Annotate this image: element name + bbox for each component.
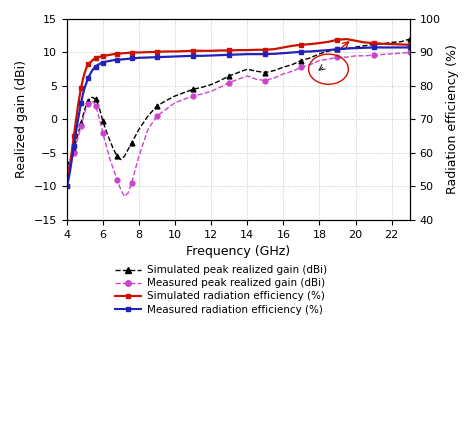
Y-axis label: Realized gain (dBi): Realized gain (dBi) (15, 60, 28, 178)
Legend: Simulated peak realized gain (dBi), Measured peak realized gain (dBi), Simulated: Simulated peak realized gain (dBi), Meas… (115, 265, 327, 314)
X-axis label: Frequency (GHz): Frequency (GHz) (186, 245, 290, 258)
Y-axis label: Radiation efficiency (%): Radiation efficiency (%) (446, 44, 459, 194)
